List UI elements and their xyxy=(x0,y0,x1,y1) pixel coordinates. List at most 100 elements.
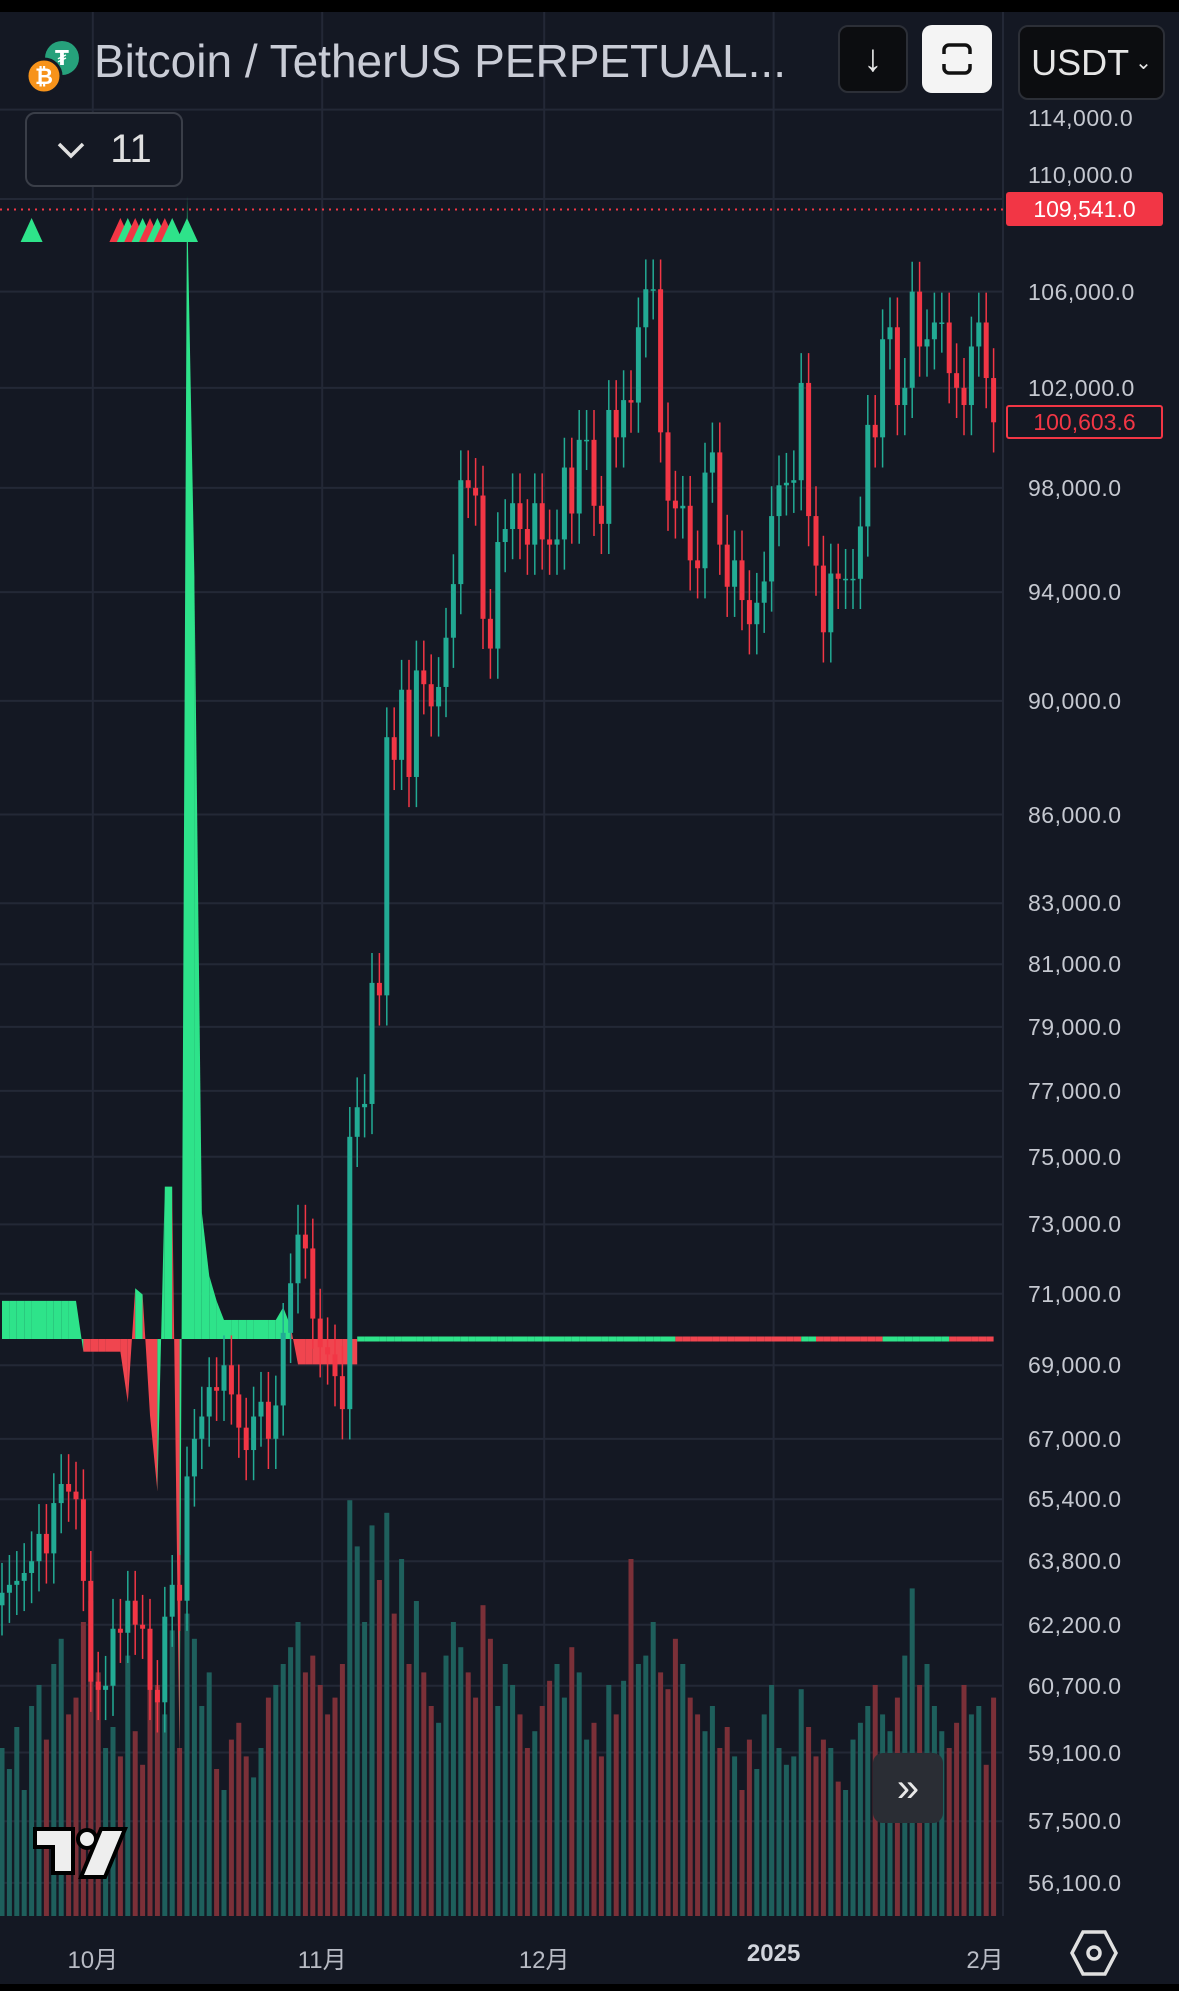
signal-triangle xyxy=(161,218,184,242)
oscillator-area xyxy=(46,1300,54,1339)
oscillator-area xyxy=(68,1300,76,1339)
volume-bar xyxy=(961,1685,967,1916)
candle-body xyxy=(569,467,575,514)
candle-body xyxy=(154,1689,160,1703)
oscillator-area xyxy=(76,1300,84,1352)
candle-body xyxy=(162,1616,168,1703)
oscillator-area xyxy=(157,1186,165,1492)
currency-dropdown[interactable]: USDT ⌄ xyxy=(1018,25,1165,100)
candle-body xyxy=(687,505,693,561)
candle-body xyxy=(14,1580,20,1585)
volume-bar xyxy=(857,1722,863,1916)
scroll-to-realtime-button[interactable]: » xyxy=(873,1753,943,1823)
candle-body xyxy=(791,480,797,483)
price-label: 98,000.0 xyxy=(1028,474,1122,501)
oscillator-area xyxy=(216,1300,224,1339)
candle-body xyxy=(251,1416,257,1451)
volume-bar xyxy=(635,1664,641,1916)
currency-label: USDT xyxy=(1031,41,1130,83)
candle-body xyxy=(51,1503,57,1554)
candle-body xyxy=(961,387,967,406)
volume-bar xyxy=(332,1697,338,1916)
candle-body xyxy=(561,467,567,540)
candle-body xyxy=(302,1234,308,1249)
volume-bar xyxy=(265,1697,271,1916)
volume-bar xyxy=(628,1559,634,1916)
price-label: 73,000.0 xyxy=(1028,1211,1122,1238)
volume-bar xyxy=(169,1630,175,1916)
candle-body xyxy=(976,322,982,347)
candle-body xyxy=(613,409,619,438)
candle-body xyxy=(761,581,767,603)
volume-bar xyxy=(436,1722,442,1916)
settings-icon[interactable] xyxy=(1070,1928,1118,1978)
volume-bar xyxy=(672,1638,678,1916)
volume-bar xyxy=(280,1664,286,1916)
oscillator-area xyxy=(172,1186,180,1759)
volume-bar xyxy=(724,1727,730,1916)
candle-body xyxy=(754,602,760,625)
volume-bar xyxy=(399,1559,405,1916)
volume-bar xyxy=(302,1672,308,1916)
candle-body xyxy=(621,400,627,438)
price-label: 114,000.0 xyxy=(1028,105,1134,131)
volume-bar xyxy=(14,1727,20,1916)
price-label: 81,000.0 xyxy=(1028,951,1122,978)
fullscreen-button[interactable] xyxy=(922,25,992,93)
volume-bar xyxy=(258,1748,264,1916)
candle-body xyxy=(199,1416,205,1439)
candle-body xyxy=(532,503,538,545)
volume-bar xyxy=(554,1664,560,1916)
chevron-down-icon xyxy=(57,142,85,158)
candle-body xyxy=(436,686,442,707)
volume-bar xyxy=(221,1790,227,1916)
oscillator-area xyxy=(53,1300,62,1339)
volume-bar xyxy=(495,1706,501,1916)
candle-body xyxy=(665,432,671,501)
oscillator-area xyxy=(150,1339,158,1492)
symbol-title[interactable]: Bitcoin / TetherUS PERPETUAL... xyxy=(94,35,786,87)
volume-bar xyxy=(295,1622,301,1916)
candle-body xyxy=(325,1347,331,1355)
candle-body xyxy=(968,346,974,406)
candle-body xyxy=(872,424,878,438)
volume-bar xyxy=(783,1764,789,1916)
oscillator-area xyxy=(98,1339,106,1352)
price-label: 79,000.0 xyxy=(1028,1013,1122,1040)
oscillator-area xyxy=(16,1300,25,1339)
oscillator-area xyxy=(246,1319,254,1339)
candle-body xyxy=(606,409,612,524)
oscillator-area xyxy=(261,1319,269,1339)
volume-bar xyxy=(991,1697,997,1916)
volume-bar xyxy=(288,1647,294,1916)
candle-body xyxy=(547,539,553,545)
volume-bar xyxy=(813,1756,819,1916)
oscillator-area xyxy=(209,1275,217,1339)
oscillator-area xyxy=(298,1339,306,1365)
candle-body xyxy=(406,689,412,777)
candle-body xyxy=(739,560,745,601)
volume-bar xyxy=(828,1748,834,1916)
candle-body xyxy=(413,670,419,777)
candle-body xyxy=(702,472,708,569)
fullscreen-icon xyxy=(942,43,972,75)
candle-body xyxy=(643,289,649,328)
candle-body xyxy=(939,322,945,324)
volume-bar xyxy=(36,1685,42,1916)
candle-body xyxy=(177,1584,183,1601)
chevron-down-icon: ⌄ xyxy=(1135,52,1152,74)
svg-text:₮: ₮ xyxy=(55,46,69,70)
volume-bar xyxy=(480,1605,486,1916)
oscillator-area xyxy=(201,1212,210,1339)
volume-bar xyxy=(732,1756,738,1916)
volume-bar xyxy=(776,1748,782,1916)
oscillator-area xyxy=(187,196,195,1339)
indicators-toggle-button[interactable]: 11 xyxy=(25,112,183,187)
oscillator-area xyxy=(268,1319,276,1339)
candle-body xyxy=(880,339,886,438)
volume-bar xyxy=(502,1664,508,1916)
volume-bar xyxy=(539,1706,545,1916)
oscillator-area xyxy=(24,1300,32,1339)
download-button[interactable]: ↓ xyxy=(838,25,908,93)
